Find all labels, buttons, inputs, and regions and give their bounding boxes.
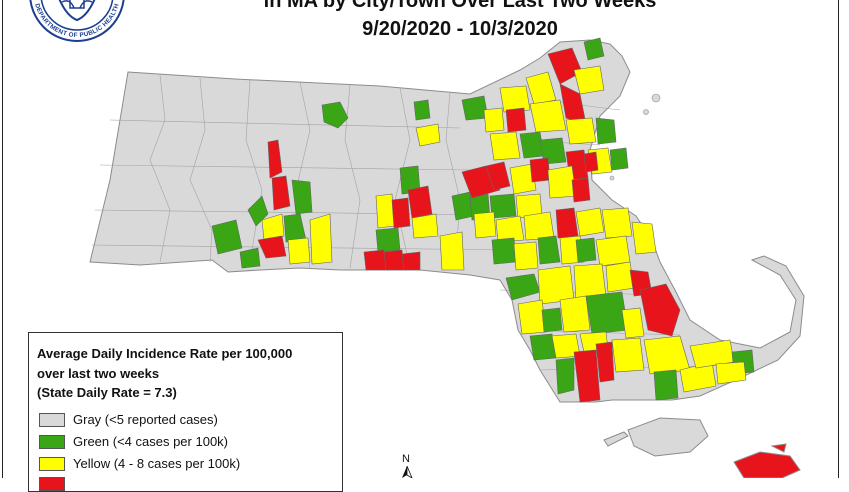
legend-heading: Average Daily Incidence Rate per 100,000… [37,344,337,403]
left-frame-line [2,0,3,478]
green-swatch [39,435,65,449]
massachusetts-map [89,37,805,478]
legend-label-green: Green (<4 cases per 100k) [73,434,228,449]
western-towns [211,99,491,271]
elizabeth-islands [603,431,629,447]
seal-icon: DEPARTMENT OF PUBLIC HEALTH [29,0,125,42]
legend-heading-line-3: (State Daily Rate = 7.3) [37,385,177,400]
gray-swatch [39,413,65,427]
map-title: in MA by City/Town Over Last Two Weeks [263,0,657,12]
nantucket [733,451,801,478]
map-legend: Average Daily Incidence Rate per 100,000… [28,332,343,492]
right-frame-line [838,0,839,478]
legend-label-yellow: Yellow (4 - 8 cases per 100k) [73,456,241,471]
red-swatch [39,477,65,491]
legend-heading-line-1: Average Daily Incidence Rate per 100,000 [37,346,293,361]
harbor-islands [609,93,661,181]
nantucket-east [770,443,787,453]
legend-label-gray: Gray (<5 reported cases) [73,412,218,427]
north-arrow-icon [402,466,413,478]
legend-heading-line-2: over last two weeks [37,365,160,381]
marthas-vineyard [627,417,709,457]
north-arrow-label: N [402,453,410,465]
map-date-range: 9/20/2020 - 10/3/2020 [362,18,558,40]
yellow-swatch [39,457,65,471]
eastern-towns [461,37,755,403]
